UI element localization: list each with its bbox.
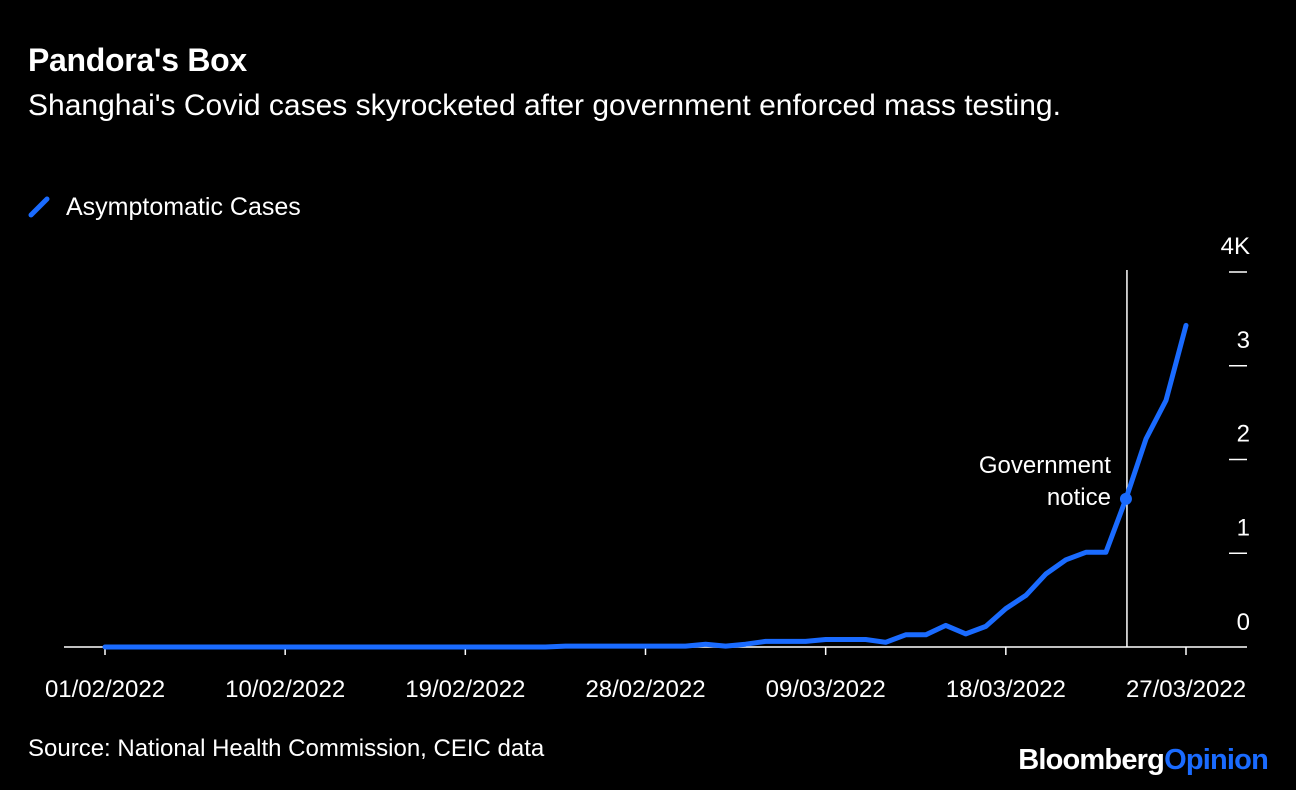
brand-opinion: Opinion bbox=[1164, 744, 1269, 776]
chart-legend: Asymptomatic Cases bbox=[28, 190, 301, 224]
y-tick-label: 2 bbox=[1237, 421, 1250, 448]
x-tick-label: 18/03/2022 bbox=[946, 676, 1066, 703]
x-axis: 01/02/2022 10/02/2022 19/02/2022 28/02/2022… bbox=[45, 646, 1247, 703]
x-tick-label: 27/03/2022 bbox=[1126, 676, 1246, 703]
chart-title: Pandora's Box bbox=[28, 42, 247, 78]
legend-swatch-icon bbox=[28, 196, 50, 218]
bloomberg-opinion-logo: BloombergOpinion bbox=[1018, 744, 1269, 777]
annotation-government-notice: Government notice bbox=[979, 270, 1128, 647]
annotation-marker-dot bbox=[1119, 492, 1132, 505]
x-tick-label: 01/02/2022 bbox=[45, 676, 165, 703]
x-tick-label: 19/02/2022 bbox=[405, 676, 525, 703]
brand-bloomberg: Bloomberg bbox=[1018, 744, 1165, 776]
source-note: Source: National Health Commission, CEIC… bbox=[28, 735, 545, 762]
series-asymptomatic-cases bbox=[102, 322, 1189, 650]
y-tick-label: 4K bbox=[1221, 233, 1250, 260]
x-tick-label: 09/03/2022 bbox=[766, 676, 886, 703]
chart-subtitle: Shanghai's Covid cases skyrocketed after… bbox=[28, 89, 1061, 122]
legend-label: Asymptomatic Cases bbox=[66, 192, 301, 221]
annotation-text-line: notice bbox=[1047, 484, 1111, 511]
annotation-text-line: Government bbox=[979, 452, 1111, 479]
y-axis: 0 1 2 3 4K bbox=[1221, 233, 1250, 636]
y-tick-label: 3 bbox=[1237, 327, 1250, 354]
x-tick-label: 28/02/2022 bbox=[585, 676, 705, 703]
y-tick-label: 1 bbox=[1237, 514, 1250, 541]
series-line bbox=[102, 322, 1189, 650]
y-tick-label: 0 bbox=[1237, 609, 1250, 636]
x-tick-label: 10/02/2022 bbox=[225, 676, 345, 703]
